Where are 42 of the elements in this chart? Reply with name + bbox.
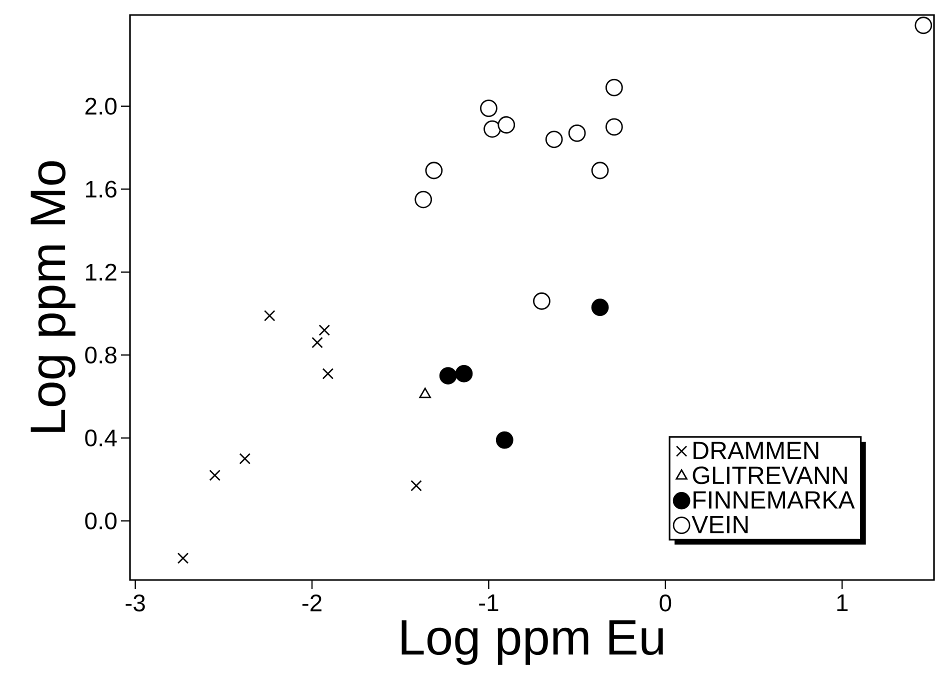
point [439, 367, 457, 384]
y-tick-label: 0.8 [85, 346, 116, 364]
point [425, 162, 443, 180]
y-tick-label: 1.2 [86, 264, 116, 280]
legend-label: FINNEMARKA [694, 491, 855, 509]
point [322, 368, 334, 380]
point [318, 324, 330, 336]
point [545, 130, 563, 148]
point [264, 310, 276, 322]
point [533, 292, 550, 310]
point [480, 100, 498, 117]
x-tick-label: 0 [660, 594, 672, 612]
y-tick-label: 1.6 [86, 180, 116, 198]
point [410, 480, 422, 492]
point [419, 388, 431, 398]
y-axis-title: Log ppm Mo [30, 161, 76, 432]
point [605, 78, 623, 96]
x-tick-label: -2 [302, 594, 322, 612]
x-tick-label: 1 [837, 594, 848, 611]
legend-label: VEIN [692, 516, 748, 534]
x-axis-title: Log ppm Eu [402, 620, 663, 665]
point [414, 190, 432, 208]
point [312, 336, 323, 348]
y-tick-label: 2.0 [85, 98, 117, 115]
point [591, 162, 609, 180]
point [498, 116, 516, 134]
point [496, 431, 514, 449]
y-tick-label: 0.0 [85, 512, 117, 530]
x-tick-label: -3 [126, 594, 145, 612]
point [591, 298, 609, 316]
legend-label: DRAMMEN [694, 442, 818, 460]
y-tick-label: 0.4 [85, 430, 117, 446]
point [605, 118, 623, 136]
point [455, 364, 473, 382]
point [484, 120, 501, 138]
legend-label: GLITREVANN [692, 466, 847, 484]
point [568, 124, 586, 142]
point [239, 453, 251, 464]
point [177, 552, 189, 564]
x-tick-label: -1 [479, 594, 498, 611]
point [914, 16, 932, 34]
point [209, 470, 220, 481]
